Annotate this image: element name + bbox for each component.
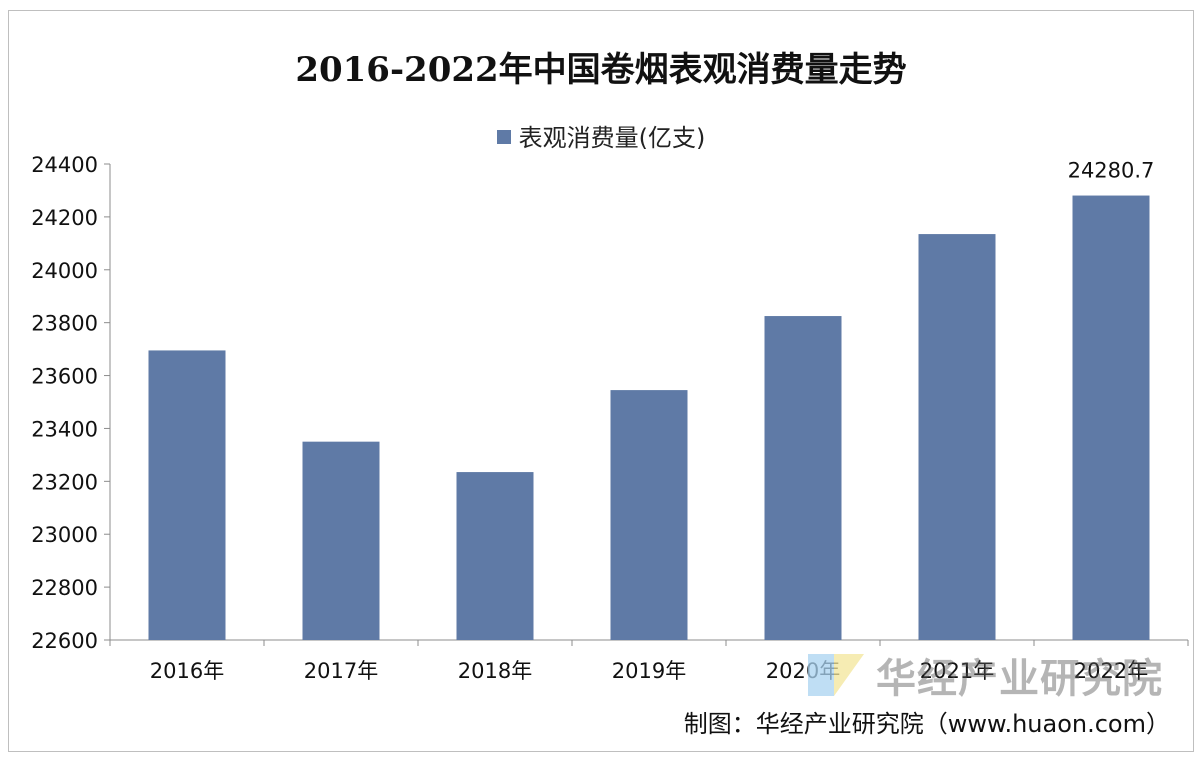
x-tick-label: 2018年 bbox=[458, 659, 532, 683]
bars bbox=[148, 195, 1150, 641]
bar bbox=[764, 316, 842, 640]
x-tick-label: 2021年 bbox=[920, 659, 994, 683]
y-tick-label: 22600 bbox=[31, 629, 98, 653]
watermark-text: 华经产业研究院 bbox=[876, 656, 1163, 702]
watermark: 华经产业研究院 bbox=[804, 646, 1164, 702]
bar bbox=[456, 472, 534, 640]
y-tick-label: 23400 bbox=[31, 417, 98, 441]
y-tick-label: 23800 bbox=[31, 312, 98, 336]
bar bbox=[1072, 195, 1150, 640]
x-tick-label: 2017年 bbox=[304, 659, 378, 683]
y-tick-label: 24000 bbox=[31, 259, 98, 283]
y-tick-label: 23600 bbox=[31, 365, 98, 389]
x-tick-label: 2016年 bbox=[150, 659, 224, 683]
y-axis: 22600 22800 23000 23200 23400 23600 23800 24000… bbox=[31, 153, 111, 653]
chart-legend: 表观消费量(亿支) bbox=[0, 118, 1202, 153]
bar-data-label: 24280.7 bbox=[1068, 159, 1155, 183]
source-note: 制图：华经产业研究院（www.huaon.com） bbox=[683, 710, 1170, 738]
watermark-logo-icon bbox=[808, 654, 864, 696]
data-labels: 24280.7 bbox=[1068, 159, 1155, 183]
x-tick-label: 2022年 bbox=[1074, 659, 1148, 683]
legend-label: 表观消费量(亿支) bbox=[518, 124, 706, 152]
y-tick-label: 22800 bbox=[31, 576, 98, 600]
x-tick-label: 2019年 bbox=[612, 659, 686, 683]
y-tick-label: 24400 bbox=[31, 153, 98, 177]
y-tick-label: 23200 bbox=[31, 470, 98, 494]
bar bbox=[302, 441, 380, 640]
bar bbox=[148, 350, 226, 640]
y-tick-label: 24200 bbox=[31, 206, 98, 230]
y-tick-label: 23000 bbox=[31, 523, 98, 547]
bar bbox=[918, 234, 996, 641]
legend-swatch bbox=[496, 130, 511, 144]
chart-title: 2016-2022年中国卷烟表观消费量走势 bbox=[295, 50, 907, 90]
bar bbox=[610, 390, 688, 640]
